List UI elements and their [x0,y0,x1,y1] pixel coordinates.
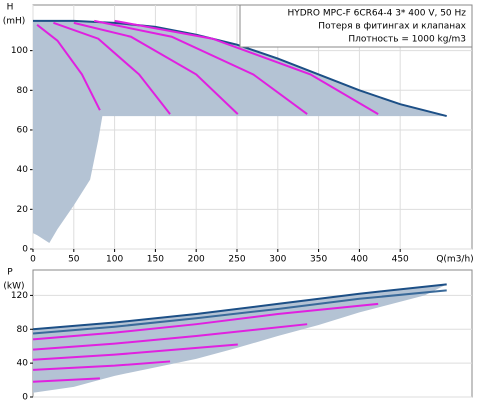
curve [32,360,171,371]
y-axis-label: H [7,3,14,13]
x-tick-label: 150 [147,255,164,265]
info-text: Потеря в фитингах и клапанах [318,22,466,32]
curve [32,343,238,361]
y-tick-label: 60 [17,125,29,135]
y-axis-label: P [7,268,13,278]
y-tick-label: 80 [17,325,29,335]
curve [32,323,308,351]
x-tick-label: 50 [68,255,80,265]
x-tick-label: 400 [351,255,368,265]
curve [32,283,447,331]
x-tick-label: 450 [392,255,409,265]
y-tick-label: 0 [22,393,28,400]
y-tick-label: 20 [17,205,29,215]
y-tick-label: 120 [11,291,28,301]
x-tick-label: 250 [228,255,245,265]
curve [73,21,239,115]
y-axis-unit: (mH) [3,17,26,27]
y-tick-label: 40 [17,165,29,175]
x-tick-label: 300 [269,255,286,265]
y-tick-label: 40 [17,359,29,369]
curve [36,24,101,111]
curve [32,377,100,383]
y-tick-label: 80 [17,86,29,96]
y-tick-label: 0 [22,245,28,255]
curve [93,19,308,115]
info-box [239,4,473,48]
x-axis-label: Q(m3/h) [436,255,473,265]
curve [53,21,171,115]
x-tick-label: 100 [106,255,123,265]
info-text: Плотность = 1000 kg/m3 [348,35,466,45]
operating-area [33,20,447,244]
curve [32,289,447,335]
info-text: HYDRO MPC-F 6CR64-4 3* 400 V, 50 Hz [287,9,466,19]
x-tick-label: 350 [310,255,327,265]
x-tick-label: 0 [30,255,36,265]
y-tick-label: 100 [11,46,28,56]
curve [32,302,379,341]
operating-area [33,284,447,393]
curve [114,19,379,115]
y-axis-unit: (kW) [3,282,24,292]
x-tick-label: 200 [188,255,205,265]
